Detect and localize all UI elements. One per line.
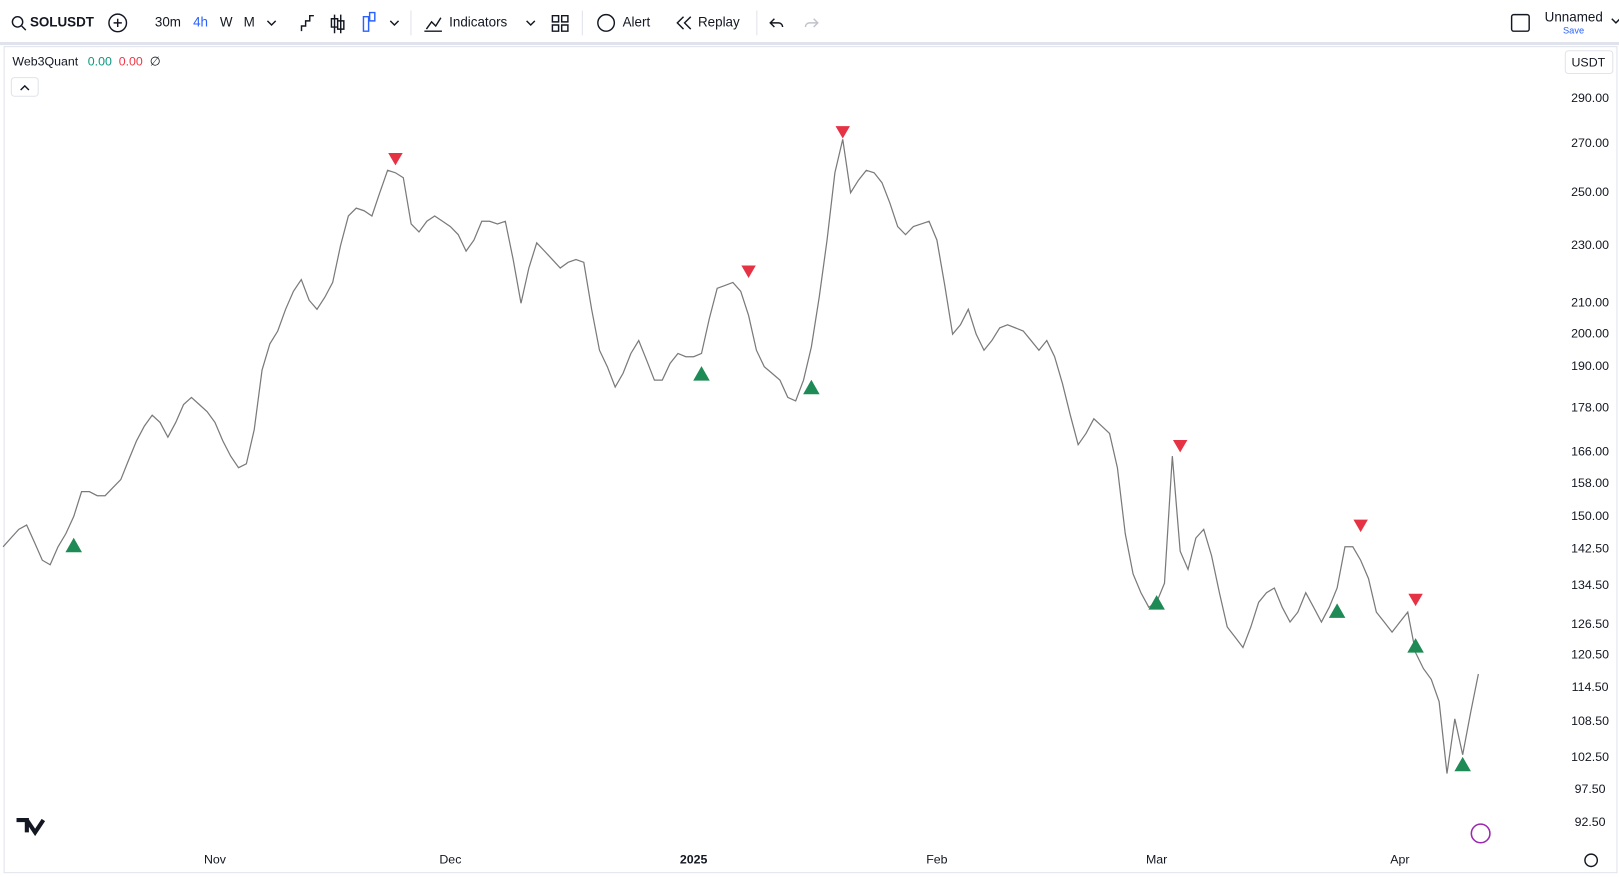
interval-active[interactable]: 4h	[193, 14, 208, 29]
x-tick-label: Apr	[1390, 853, 1409, 867]
alert-icon[interactable]	[597, 13, 616, 32]
sell-signal	[1408, 593, 1423, 607]
style-dropdown[interactable]	[389, 20, 400, 26]
y-tick-label: 190.00	[1571, 359, 1609, 373]
sell-signal	[741, 265, 756, 278]
collapse-button[interactable]	[10, 77, 39, 97]
y-tick-label: 126.50	[1571, 617, 1609, 631]
y-tick-label: 142.50	[1571, 541, 1609, 555]
y-tick-label: 158.00	[1571, 476, 1609, 490]
symbol[interactable]: SOLUSDT	[30, 14, 95, 29]
buy-signal	[65, 537, 82, 553]
y-tick-label: 230.00	[1571, 238, 1609, 252]
buy-signal	[1407, 638, 1424, 653]
y-tick-label: 178.00	[1571, 400, 1609, 414]
y-tick-label: 250.00	[1571, 185, 1609, 199]
buy-signal	[1454, 756, 1471, 772]
buy-signal	[693, 366, 710, 381]
replay-button[interactable]: Replay	[698, 14, 740, 29]
toolbar	[0, 0, 1619, 44]
price-line	[2, 139, 1479, 774]
y-tick-label: 92.50	[1575, 815, 1606, 829]
collapse-icon	[20, 84, 30, 91]
x-tick-label: Mar	[1146, 853, 1167, 867]
x-tick-label: Nov	[204, 853, 227, 867]
tv-logo[interactable]	[16, 817, 46, 837]
buy-signal	[803, 379, 820, 395]
alert-button[interactable]: Alert	[623, 14, 651, 29]
y-tick-label: 210.00	[1571, 296, 1609, 310]
x-tick-label: Dec	[439, 853, 461, 867]
buy-signal	[1328, 603, 1346, 618]
sell-signal	[1353, 519, 1368, 533]
indicators-button[interactable]: Indicators	[449, 14, 507, 29]
interval[interactable]: M	[244, 14, 255, 29]
currency[interactable]: USDT	[1572, 55, 1606, 69]
indicators-icon[interactable]	[424, 17, 442, 32]
settings-button[interactable]	[1584, 853, 1599, 868]
y-tick-label: 108.50	[1571, 714, 1609, 728]
currency-button[interactable]	[1564, 50, 1614, 75]
x-tick-label: 2025	[680, 853, 708, 867]
y-tick-label: 97.50	[1575, 782, 1606, 796]
sell-signal	[1172, 439, 1188, 453]
sell-signal	[388, 152, 403, 166]
indicator-name[interactable]: Web3Quant	[12, 54, 78, 68]
sell-signal	[835, 126, 850, 139]
layouts-icon[interactable]	[551, 14, 569, 32]
y-tick-label: 102.50	[1571, 750, 1609, 764]
y-tick-label: 150.00	[1571, 509, 1609, 523]
y-tick-label: 200.00	[1571, 326, 1609, 340]
undo[interactable]	[769, 18, 784, 28]
y-tick-label: 114.50	[1572, 680, 1609, 694]
search-icon-handle	[21, 25, 27, 31]
add-symbol[interactable]	[108, 13, 128, 33]
buy-signal	[1148, 595, 1165, 610]
save-label[interactable]: Save	[1563, 26, 1584, 36]
indicator-symbol: ∅	[150, 54, 161, 68]
redo[interactable]	[804, 18, 819, 28]
add-symbol-plus	[113, 18, 122, 28]
y-tick-label: 270.00	[1571, 136, 1609, 150]
interval[interactable]: W	[220, 14, 233, 29]
y-tick-label: 290.00	[1571, 91, 1609, 105]
candles-icon[interactable]	[330, 14, 345, 34]
indicator-value: 0.00	[88, 54, 112, 68]
heikin-icon[interactable]	[362, 11, 376, 32]
indicators-dropdown[interactable]	[526, 20, 536, 26]
interval-dropdown[interactable]	[266, 20, 277, 26]
interval[interactable]: 30m	[155, 14, 181, 29]
y-tick-label: 120.50	[1571, 648, 1609, 662]
lightning-button[interactable]	[1470, 823, 1491, 844]
y-tick-label: 134.50	[1571, 578, 1609, 592]
replay-icon[interactable]	[676, 16, 692, 30]
layout-name[interactable]: Unnamed	[1545, 9, 1603, 24]
search-icon[interactable]	[11, 15, 24, 28]
y-tick-label: 166.00	[1571, 445, 1609, 459]
indicator-value: 0.00	[119, 54, 143, 68]
chart-style-icon[interactable]	[300, 14, 314, 32]
layout-checkbox[interactable]	[1510, 13, 1530, 32]
chart-frame	[3, 46, 1618, 874]
x-tick-label: Feb	[926, 853, 947, 867]
